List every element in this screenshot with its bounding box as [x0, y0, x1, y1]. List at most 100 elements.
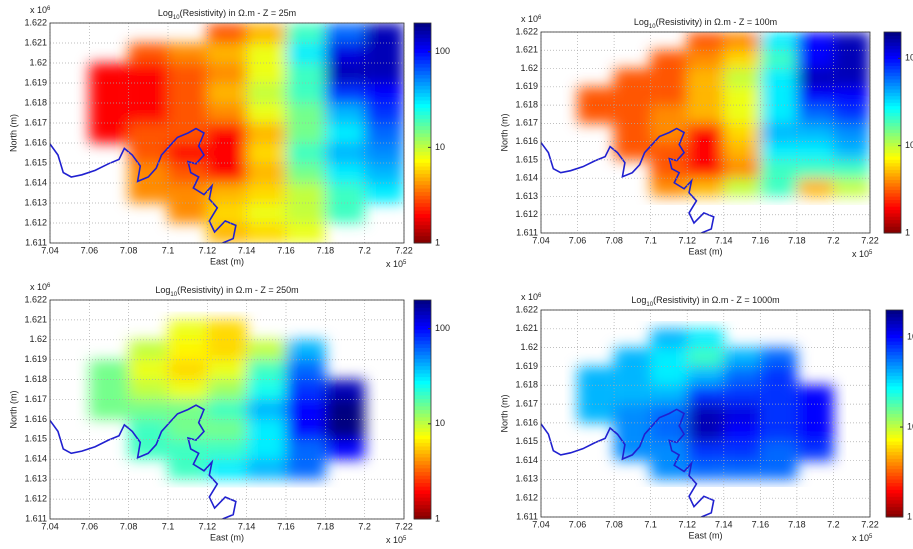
heatmap-cell	[246, 143, 286, 163]
colorbar-swatch	[414, 515, 431, 520]
heatmap-cell	[286, 183, 326, 203]
colorbar-swatch	[414, 394, 431, 400]
colorbar-swatch	[414, 325, 431, 330]
heatmap-cell	[723, 105, 761, 124]
colorbar-swatch	[414, 449, 431, 454]
colorbar-swatch	[414, 144, 431, 149]
x-tick-label: 7.2	[827, 519, 840, 529]
heatmap-cell	[286, 83, 326, 103]
heatmap-cell	[833, 123, 870, 142]
heatmap-cell	[760, 178, 797, 197]
y-tick-label: 1.618	[24, 97, 47, 107]
heatmap-cell	[687, 460, 724, 480]
x-tick-label: 7.04	[41, 245, 59, 255]
title-subscript: 10	[170, 292, 177, 298]
colorbar-swatch	[414, 424, 431, 429]
colorbar-tick-label: 100	[907, 331, 913, 341]
colorbar-swatch	[414, 431, 431, 436]
colorbar-swatch	[414, 96, 431, 101]
multiplier-base: x 10	[521, 292, 538, 302]
colorbar-swatch	[414, 373, 431, 378]
colorbar-tick-label: 1	[907, 511, 912, 521]
colorbar-swatch	[414, 195, 431, 200]
heatmap-cell	[614, 385, 651, 405]
y-tick-label: 1.611	[516, 511, 538, 521]
colorbar-swatch	[414, 347, 431, 352]
colorbar-swatch	[414, 500, 431, 505]
heatmap-cell	[246, 439, 286, 460]
colorbar-swatch	[886, 479, 903, 483]
heatmap-cell	[246, 23, 286, 43]
colorbar-swatch	[414, 59, 431, 64]
y-tick-label: 1.614	[515, 173, 538, 183]
colorbar-swatch	[886, 448, 903, 452]
x-tick-label: 7.14	[238, 521, 256, 531]
colorbar-swatch	[414, 180, 431, 185]
x-tick-label: 7.2	[358, 521, 371, 531]
colorbar-swatch	[884, 179, 901, 184]
colorbar-swatch	[414, 354, 431, 359]
colorbar-swatch	[414, 376, 431, 381]
x-multiplier: x 105	[386, 259, 407, 269]
x-tick-label: 7.22	[861, 235, 879, 245]
colorbar-swatch	[414, 508, 431, 513]
y-axis-label: North (m)	[8, 390, 18, 428]
x-tick-label: 7.2	[358, 245, 371, 255]
y-tick-label: 1.612	[24, 493, 47, 503]
colorbar-swatch	[414, 482, 431, 487]
y-tick-label: 1.615	[24, 157, 47, 167]
y-tick-label: 1.616	[515, 136, 538, 146]
colorbar-swatch	[884, 139, 901, 144]
colorbar-tick-label: 1	[435, 513, 440, 523]
colorbar-swatch	[414, 300, 431, 305]
x-tick-label: 7.2	[827, 235, 840, 245]
heatmap-cell	[207, 319, 247, 340]
y-tick-label: 1.614	[515, 455, 538, 465]
colorbar-swatch	[414, 81, 431, 86]
colorbar-swatch	[884, 149, 901, 154]
colorbar-swatch	[886, 461, 903, 466]
heatmap-cells	[89, 319, 365, 480]
x-tick-label: 7.1	[162, 521, 175, 531]
heatmap-cell	[760, 159, 797, 179]
colorbar-swatch	[414, 173, 431, 178]
y-tick-label: 1.616	[24, 414, 47, 424]
colorbar-swatch	[414, 467, 431, 473]
colorbar-swatch	[886, 372, 903, 377]
y-tick-label: 1.619	[24, 77, 47, 87]
heatmap-cell	[286, 359, 326, 380]
colorbar-swatch	[414, 114, 431, 119]
colorbar-swatch	[414, 158, 431, 163]
x-tick-label: 7.18	[317, 245, 335, 255]
y-multiplier: x 106	[30, 5, 51, 15]
heatmap-cell	[364, 83, 404, 103]
heatmap-cell	[89, 123, 129, 143]
heatmap-cell	[128, 43, 168, 63]
heatmap-cell	[286, 223, 326, 243]
colorbar-swatch	[886, 458, 903, 463]
y-tick-label: 1.613	[515, 474, 538, 484]
x-tick-label: 7.16	[752, 235, 770, 245]
heatmap-cell	[760, 141, 797, 160]
colorbar-swatch	[886, 403, 903, 408]
colorbar-swatch	[886, 496, 903, 501]
multiplier-exp: 5	[869, 534, 873, 540]
heatmap-cell	[168, 339, 208, 360]
colorbar-swatch	[414, 239, 431, 244]
y-tick-label: 1.619	[515, 361, 538, 371]
panel: 7.04 7.06 7.08 7.1 7.12 7.14 7.16 7.18 7.2 7.22 1.…	[499, 292, 913, 543]
x-tick-label: 7.1	[644, 519, 657, 529]
colorbar-swatch	[414, 446, 431, 451]
colorbar-swatch	[414, 310, 431, 316]
multiplier-base: x 10	[852, 533, 869, 543]
multiplier-exp: 5	[869, 250, 873, 256]
colorbar-swatch	[414, 67, 431, 72]
colorbar-swatch	[414, 136, 431, 141]
heatmap-cell	[796, 50, 834, 69]
heatmap-cell	[207, 43, 247, 63]
y-tick-label: 1.613	[515, 191, 538, 201]
heatmap-cell	[168, 459, 208, 480]
heatmap-cell	[89, 103, 129, 123]
colorbar-swatch	[886, 389, 903, 394]
colorbar-swatch	[886, 330, 903, 335]
